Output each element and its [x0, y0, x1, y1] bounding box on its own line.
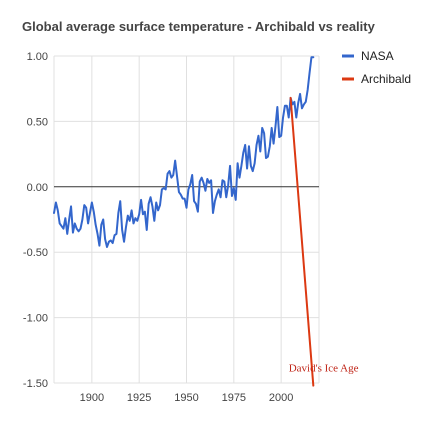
legend-label-nasa: NASA [361, 49, 394, 63]
series-layer [53, 56, 315, 387]
y-tick-label: -1.00 [23, 313, 48, 325]
x-tick-label: 2000 [269, 392, 293, 404]
annotation-label: David's Ice Age [289, 362, 359, 374]
legend-label-archibald: Archibald [361, 72, 411, 86]
x-tick-label: 1925 [127, 392, 151, 404]
y-tick-label: 0.50 [27, 116, 48, 128]
axes: 1.00 0.50 0.00 -0.50 -1.00 -1.50 1900 1925 1950 1… [23, 51, 319, 404]
y-tick-label: -0.50 [23, 247, 48, 259]
y-tick-label: -1.50 [23, 378, 48, 390]
chart-title: Global average surface temperature - Arc… [22, 19, 376, 34]
x-tick-label: 1900 [80, 392, 104, 404]
series-line-archibald [289, 96, 315, 387]
y-tick-label: 1.00 [27, 51, 48, 63]
y-tick-label: 0.00 [27, 182, 48, 194]
x-tick-label: 1975 [222, 392, 246, 404]
annotations: David's Ice Age [289, 362, 359, 374]
series-line-nasa [53, 56, 315, 248]
grid [53, 55, 320, 384]
legend: NASA Archibald [342, 49, 411, 86]
x-tick-label: 1950 [174, 392, 198, 404]
